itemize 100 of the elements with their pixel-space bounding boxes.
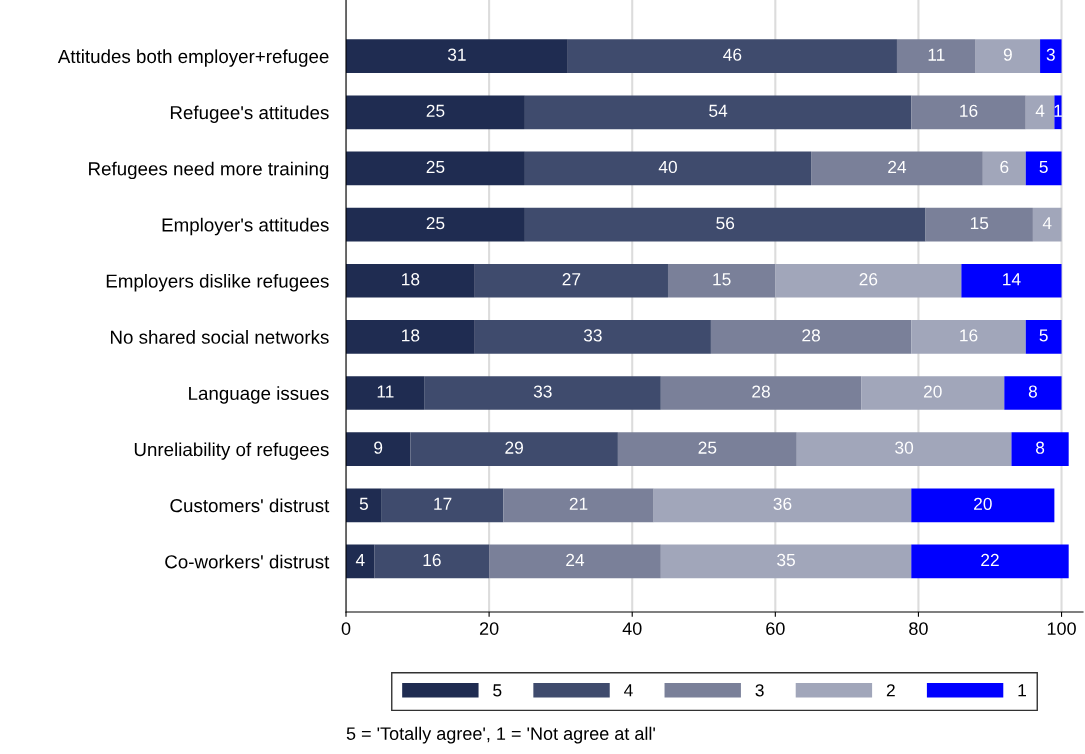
data-label: 9 bbox=[374, 441, 383, 454]
data-label: 16 bbox=[423, 553, 441, 567]
data-label: 28 bbox=[752, 385, 770, 398]
y-tick-label: Customers' distrust bbox=[170, 498, 330, 513]
data-label: 28 bbox=[802, 329, 820, 342]
data-label: 56 bbox=[716, 216, 735, 230]
bar bbox=[1011, 432, 1069, 467]
y-tick-label: Employer's attitudes bbox=[162, 217, 329, 236]
bar bbox=[961, 263, 1062, 298]
data-label: 4 bbox=[1042, 217, 1052, 230]
data-label: 15 bbox=[713, 273, 731, 286]
bar bbox=[775, 263, 962, 298]
data-label: 26 bbox=[859, 273, 878, 286]
data-label: 24 bbox=[888, 160, 907, 173]
data-label: 8 bbox=[1035, 441, 1045, 454]
data-label: 18 bbox=[402, 329, 420, 342]
x-tick-label: 40 bbox=[622, 622, 642, 635]
data-label: 3 bbox=[1046, 48, 1055, 61]
bar bbox=[911, 488, 1055, 523]
bar bbox=[346, 95, 525, 130]
x-tick-label: 0 bbox=[341, 622, 351, 635]
y-tick-label: Language issues bbox=[189, 386, 329, 404]
bar bbox=[346, 488, 382, 523]
bar bbox=[410, 432, 618, 467]
bar bbox=[667, 263, 776, 298]
bar bbox=[896, 39, 976, 73]
bar bbox=[489, 544, 661, 579]
y-tick-label: No shared social networks bbox=[110, 330, 329, 344]
data-label: 25 bbox=[426, 216, 445, 230]
bar bbox=[346, 544, 375, 579]
bar bbox=[1032, 207, 1062, 242]
data-label: 1 bbox=[1054, 104, 1062, 117]
bar bbox=[1025, 95, 1055, 130]
legend-label: 2 bbox=[886, 684, 895, 697]
data-label: 4 bbox=[355, 554, 365, 566]
bar bbox=[374, 544, 490, 579]
data-label: 5 bbox=[1039, 329, 1048, 342]
x-tick-label: 20 bbox=[479, 622, 499, 635]
data-label: 14 bbox=[1003, 273, 1021, 286]
data-label: 17 bbox=[434, 497, 452, 510]
data-label: 5 bbox=[359, 497, 368, 510]
bar bbox=[424, 376, 661, 410]
data-label: 20 bbox=[923, 385, 942, 398]
bar bbox=[861, 376, 1005, 410]
bar bbox=[346, 207, 525, 242]
data-label: 9 bbox=[1003, 48, 1012, 61]
text: 5 = 'Totally agree', 1 = 'Not agree at all' bbox=[346, 726, 655, 744]
bar bbox=[925, 207, 1033, 242]
bar bbox=[524, 151, 812, 186]
data-label: 16 bbox=[960, 104, 978, 117]
bar bbox=[660, 544, 912, 579]
legend-label: 1 bbox=[1018, 684, 1026, 697]
data-label: 40 bbox=[658, 160, 677, 174]
data-label: 29 bbox=[505, 441, 523, 454]
data-label: 22 bbox=[981, 553, 999, 566]
bar bbox=[346, 263, 475, 298]
bar bbox=[474, 320, 711, 354]
data-label: 31 bbox=[447, 48, 466, 61]
data-label: 6 bbox=[1000, 160, 1009, 174]
bar bbox=[982, 151, 1026, 186]
data-label: 18 bbox=[402, 273, 420, 286]
data-label: 27 bbox=[562, 273, 581, 286]
bar bbox=[911, 95, 1026, 130]
legend-label: 5 bbox=[493, 684, 502, 697]
legend-label: 3 bbox=[755, 684, 764, 697]
data-label: 11 bbox=[928, 48, 945, 61]
data-label: 5 bbox=[1039, 160, 1048, 174]
bar bbox=[346, 151, 525, 186]
bar bbox=[346, 376, 425, 410]
bar bbox=[1025, 320, 1062, 354]
bar bbox=[346, 432, 411, 467]
y-tick-label: Refugees need more training bbox=[89, 161, 329, 180]
bar bbox=[660, 376, 862, 410]
bar bbox=[503, 488, 654, 523]
y-tick-label: Employers dislike refugees bbox=[106, 273, 329, 292]
y-tick-label: Co-workers' distrust bbox=[165, 554, 330, 569]
bar bbox=[911, 544, 1069, 579]
bar bbox=[567, 39, 897, 73]
bar bbox=[911, 320, 1026, 354]
bar bbox=[811, 151, 983, 186]
data-label: 21 bbox=[569, 497, 588, 510]
bar bbox=[1004, 376, 1062, 410]
bar bbox=[1025, 151, 1062, 186]
bar bbox=[1054, 95, 1062, 130]
y-tick-label: Attitudes both employer+refugee bbox=[57, 49, 329, 67]
y-tick-label: Unreliability of refugees bbox=[134, 442, 329, 460]
data-label: 33 bbox=[583, 329, 602, 342]
x-tick-label: 80 bbox=[909, 622, 928, 635]
bar bbox=[524, 207, 926, 242]
data-label: 54 bbox=[709, 104, 728, 117]
legend-label: 4 bbox=[624, 684, 633, 697]
bar bbox=[474, 263, 668, 298]
bar bbox=[617, 432, 797, 467]
data-label: 20 bbox=[974, 497, 992, 510]
x-tick-label: 100 bbox=[1047, 622, 1076, 635]
data-label: 25 bbox=[426, 104, 445, 117]
data-label: 30 bbox=[895, 441, 914, 454]
data-label: 36 bbox=[773, 497, 792, 510]
bar bbox=[975, 39, 1041, 73]
data-label: 16 bbox=[960, 329, 978, 342]
